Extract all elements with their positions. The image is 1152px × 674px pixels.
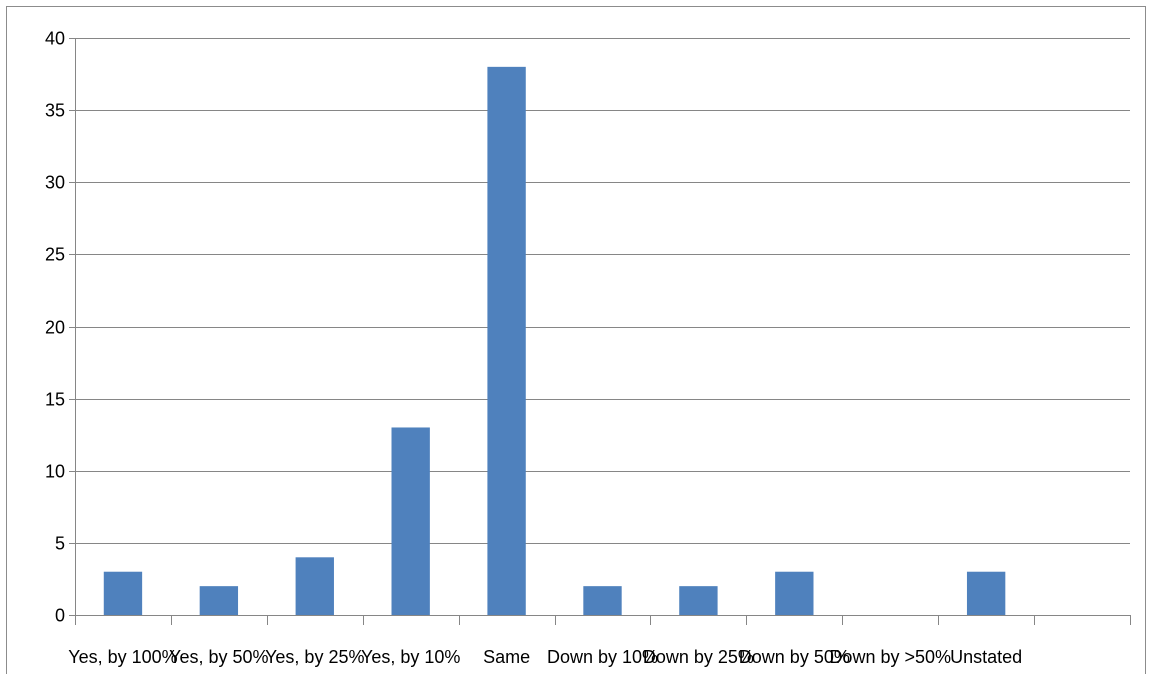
x-tick-label: Down by 50% [739, 647, 850, 667]
y-tick-label: 25 [45, 245, 65, 265]
bar [391, 427, 430, 615]
y-tick-label: 0 [55, 606, 65, 626]
x-tick-label: Down by >50% [829, 647, 951, 667]
y-tick-label: 30 [45, 173, 65, 193]
x-tick-labels: Yes, by 100%Yes, by 50%Yes, by 25%Yes, b… [68, 647, 1022, 667]
y-tick-labels: 0 5 10 15 20 25 30 35 40 [45, 29, 65, 626]
bar [966, 571, 1006, 615]
chart-frame [6, 6, 1146, 674]
bar [295, 557, 334, 615]
bar [103, 571, 143, 615]
y-tick-label: 40 [45, 29, 65, 49]
bar [199, 586, 239, 615]
axes [69, 38, 1131, 625]
x-tick-label: Yes, by 100% [68, 647, 177, 667]
x-tick-label: Down by 10% [547, 647, 658, 667]
y-tick-label: 5 [55, 534, 65, 554]
x-tick-label: Yes, by 50% [169, 647, 268, 667]
x-tick-label: Yes, by 25% [265, 647, 364, 667]
x-tick-label: Same [483, 647, 530, 667]
bar [775, 571, 814, 615]
y-tick-label: 15 [45, 390, 65, 410]
x-tick-label: Unstated [950, 647, 1022, 667]
bar [487, 66, 526, 616]
bar [679, 586, 718, 615]
y-tick-label: 35 [45, 101, 65, 121]
gridlines [75, 38, 1130, 544]
x-tick-label: Down by 25% [643, 647, 754, 667]
y-tick-label: 10 [45, 462, 65, 482]
y-tick-label: 20 [45, 318, 65, 338]
x-tick-label: Yes, by 10% [361, 647, 460, 667]
bars [103, 66, 1006, 616]
bar [583, 586, 622, 615]
